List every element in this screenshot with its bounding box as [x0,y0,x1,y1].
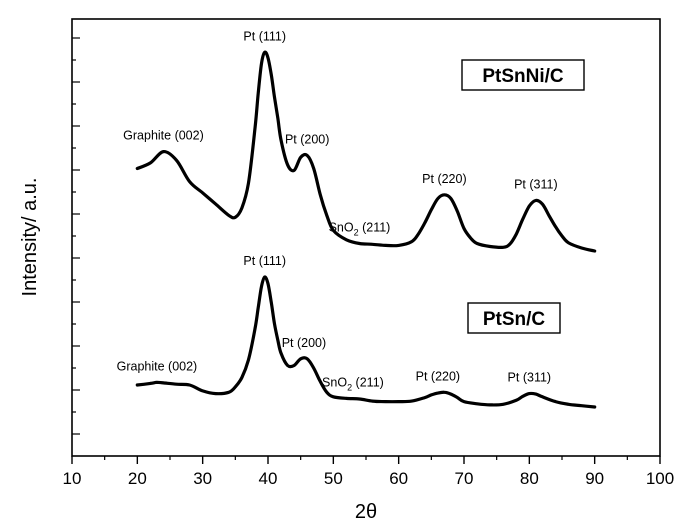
x-tick-label: 30 [193,469,212,488]
series-line-ptsn-c [135,275,597,409]
peak-label: Pt (200) [285,132,329,146]
peak-annotations: Graphite (002) Pt (111) Pt (200) SnO2 (211)… [117,29,558,392]
x-axis-title: 2θ [355,501,377,523]
peak-label: Graphite (002) [117,359,198,373]
x-tick-label: 100 [646,469,674,488]
peak-label: Pt (200) [282,336,326,350]
peak-label: Pt (111) [243,29,286,43]
peak-label: Pt (311) [514,177,558,191]
y-axis-title: Intensity/ a.u. [19,178,41,297]
peak-label: SnO2 (211) [322,375,384,392]
sample-labels: PtSnNi/C PtSn/C [461,59,585,334]
sample-label-text: PtSnNi/C [482,66,564,87]
x-axis-ticks [71,456,661,464]
x-tick-label: 60 [389,469,408,488]
x-tick-label: 90 [585,469,604,488]
x-tick-label: 50 [324,469,343,488]
x-tick-label: 20 [128,469,147,488]
y-axis-ticks [72,37,80,435]
x-axis-tick-labels: 10 20 30 40 50 60 70 80 90 100 [63,469,675,488]
peak-label: Pt (311) [508,371,552,385]
x-tick-label: 80 [520,469,539,488]
series-lines [135,50,597,409]
series-line-ptsnni-c [135,50,597,253]
peak-label: Pt (111) [243,254,286,268]
x-tick-label: 70 [455,469,474,488]
peak-label: SnO2 (211) [329,221,391,238]
sample-label-box [467,302,561,334]
x-tick-label: 40 [259,469,278,488]
sample-label-box [461,59,585,91]
peak-label: Pt (220) [422,172,466,186]
peak-label: Graphite (002) [123,129,204,143]
sample-label-text: PtSn/C [483,309,546,330]
x-tick-label: 10 [63,469,82,488]
peak-label: Pt (220) [416,369,460,383]
